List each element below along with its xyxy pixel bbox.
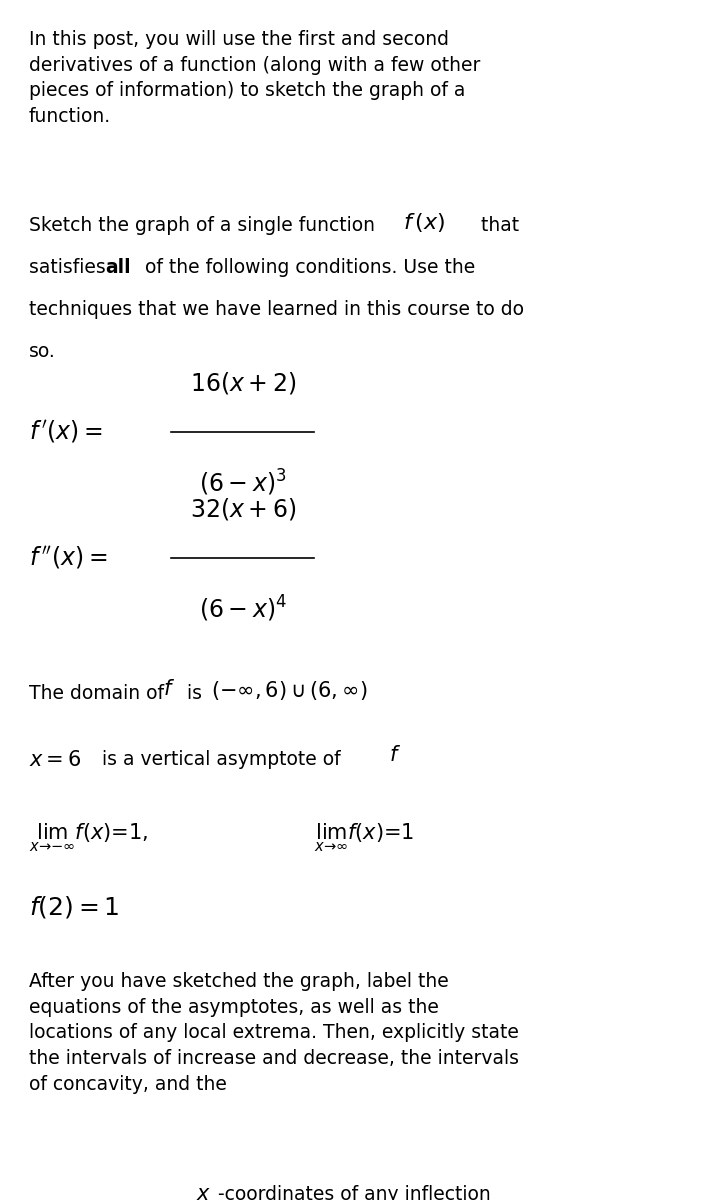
Text: $f\,''(x) =$: $f\,''(x) =$	[29, 545, 107, 571]
Text: After you have sketched the graph, label the
equations of the asymptotes, as wel: After you have sketched the graph, label…	[29, 972, 518, 1094]
Text: all: all	[106, 258, 131, 277]
Text: The domain of: The domain of	[29, 684, 169, 703]
Text: $f\,(x)$: $f\,(x)$	[403, 211, 446, 234]
Text: $x = 6$: $x = 6$	[29, 750, 81, 770]
Text: $(-\infty, 6) \cup (6, \infty)$: $(-\infty, 6) \cup (6, \infty)$	[211, 679, 367, 702]
Text: Sketch the graph of a single function: Sketch the graph of a single function	[29, 216, 381, 235]
Text: $(6 - x)^4$: $(6 - x)^4$	[198, 594, 287, 624]
Text: techniques that we have learned in this course to do: techniques that we have learned in this …	[29, 300, 523, 319]
Text: satisfies: satisfies	[29, 258, 111, 277]
Text: $f(2) = 1$: $f(2) = 1$	[29, 894, 119, 920]
Text: $f$: $f$	[163, 679, 175, 700]
Text: $32(x + 6)$: $32(x + 6)$	[189, 496, 296, 522]
Text: $x$: $x$	[196, 1184, 211, 1200]
Text: that: that	[475, 216, 519, 235]
Text: $f\,'(x) =$: $f\,'(x) =$	[29, 419, 103, 445]
Text: is: is	[181, 684, 208, 703]
Text: $(6 - x)^3$: $(6 - x)^3$	[199, 468, 286, 498]
Text: $16(x + 2)$: $16(x + 2)$	[189, 370, 296, 396]
Text: In this post, you will use the first and second
derivatives of a function (along: In this post, you will use the first and…	[29, 30, 480, 126]
Text: is a vertical asymptote of: is a vertical asymptote of	[96, 750, 347, 769]
Text: so.: so.	[29, 342, 55, 361]
Text: $\lim_{x \to \infty} f(x) = 1$: $\lim_{x \to \infty} f(x) = 1$	[314, 822, 414, 854]
Text: -coordinates of any inflection
points.: -coordinates of any inflection points.	[218, 1184, 491, 1200]
Text: of the following conditions. Use the: of the following conditions. Use the	[139, 258, 476, 277]
Text: $\lim_{x \to -\infty} f(x) = 1,$: $\lim_{x \to -\infty} f(x) = 1,$	[29, 822, 148, 854]
Text: $f$: $f$	[389, 745, 401, 766]
